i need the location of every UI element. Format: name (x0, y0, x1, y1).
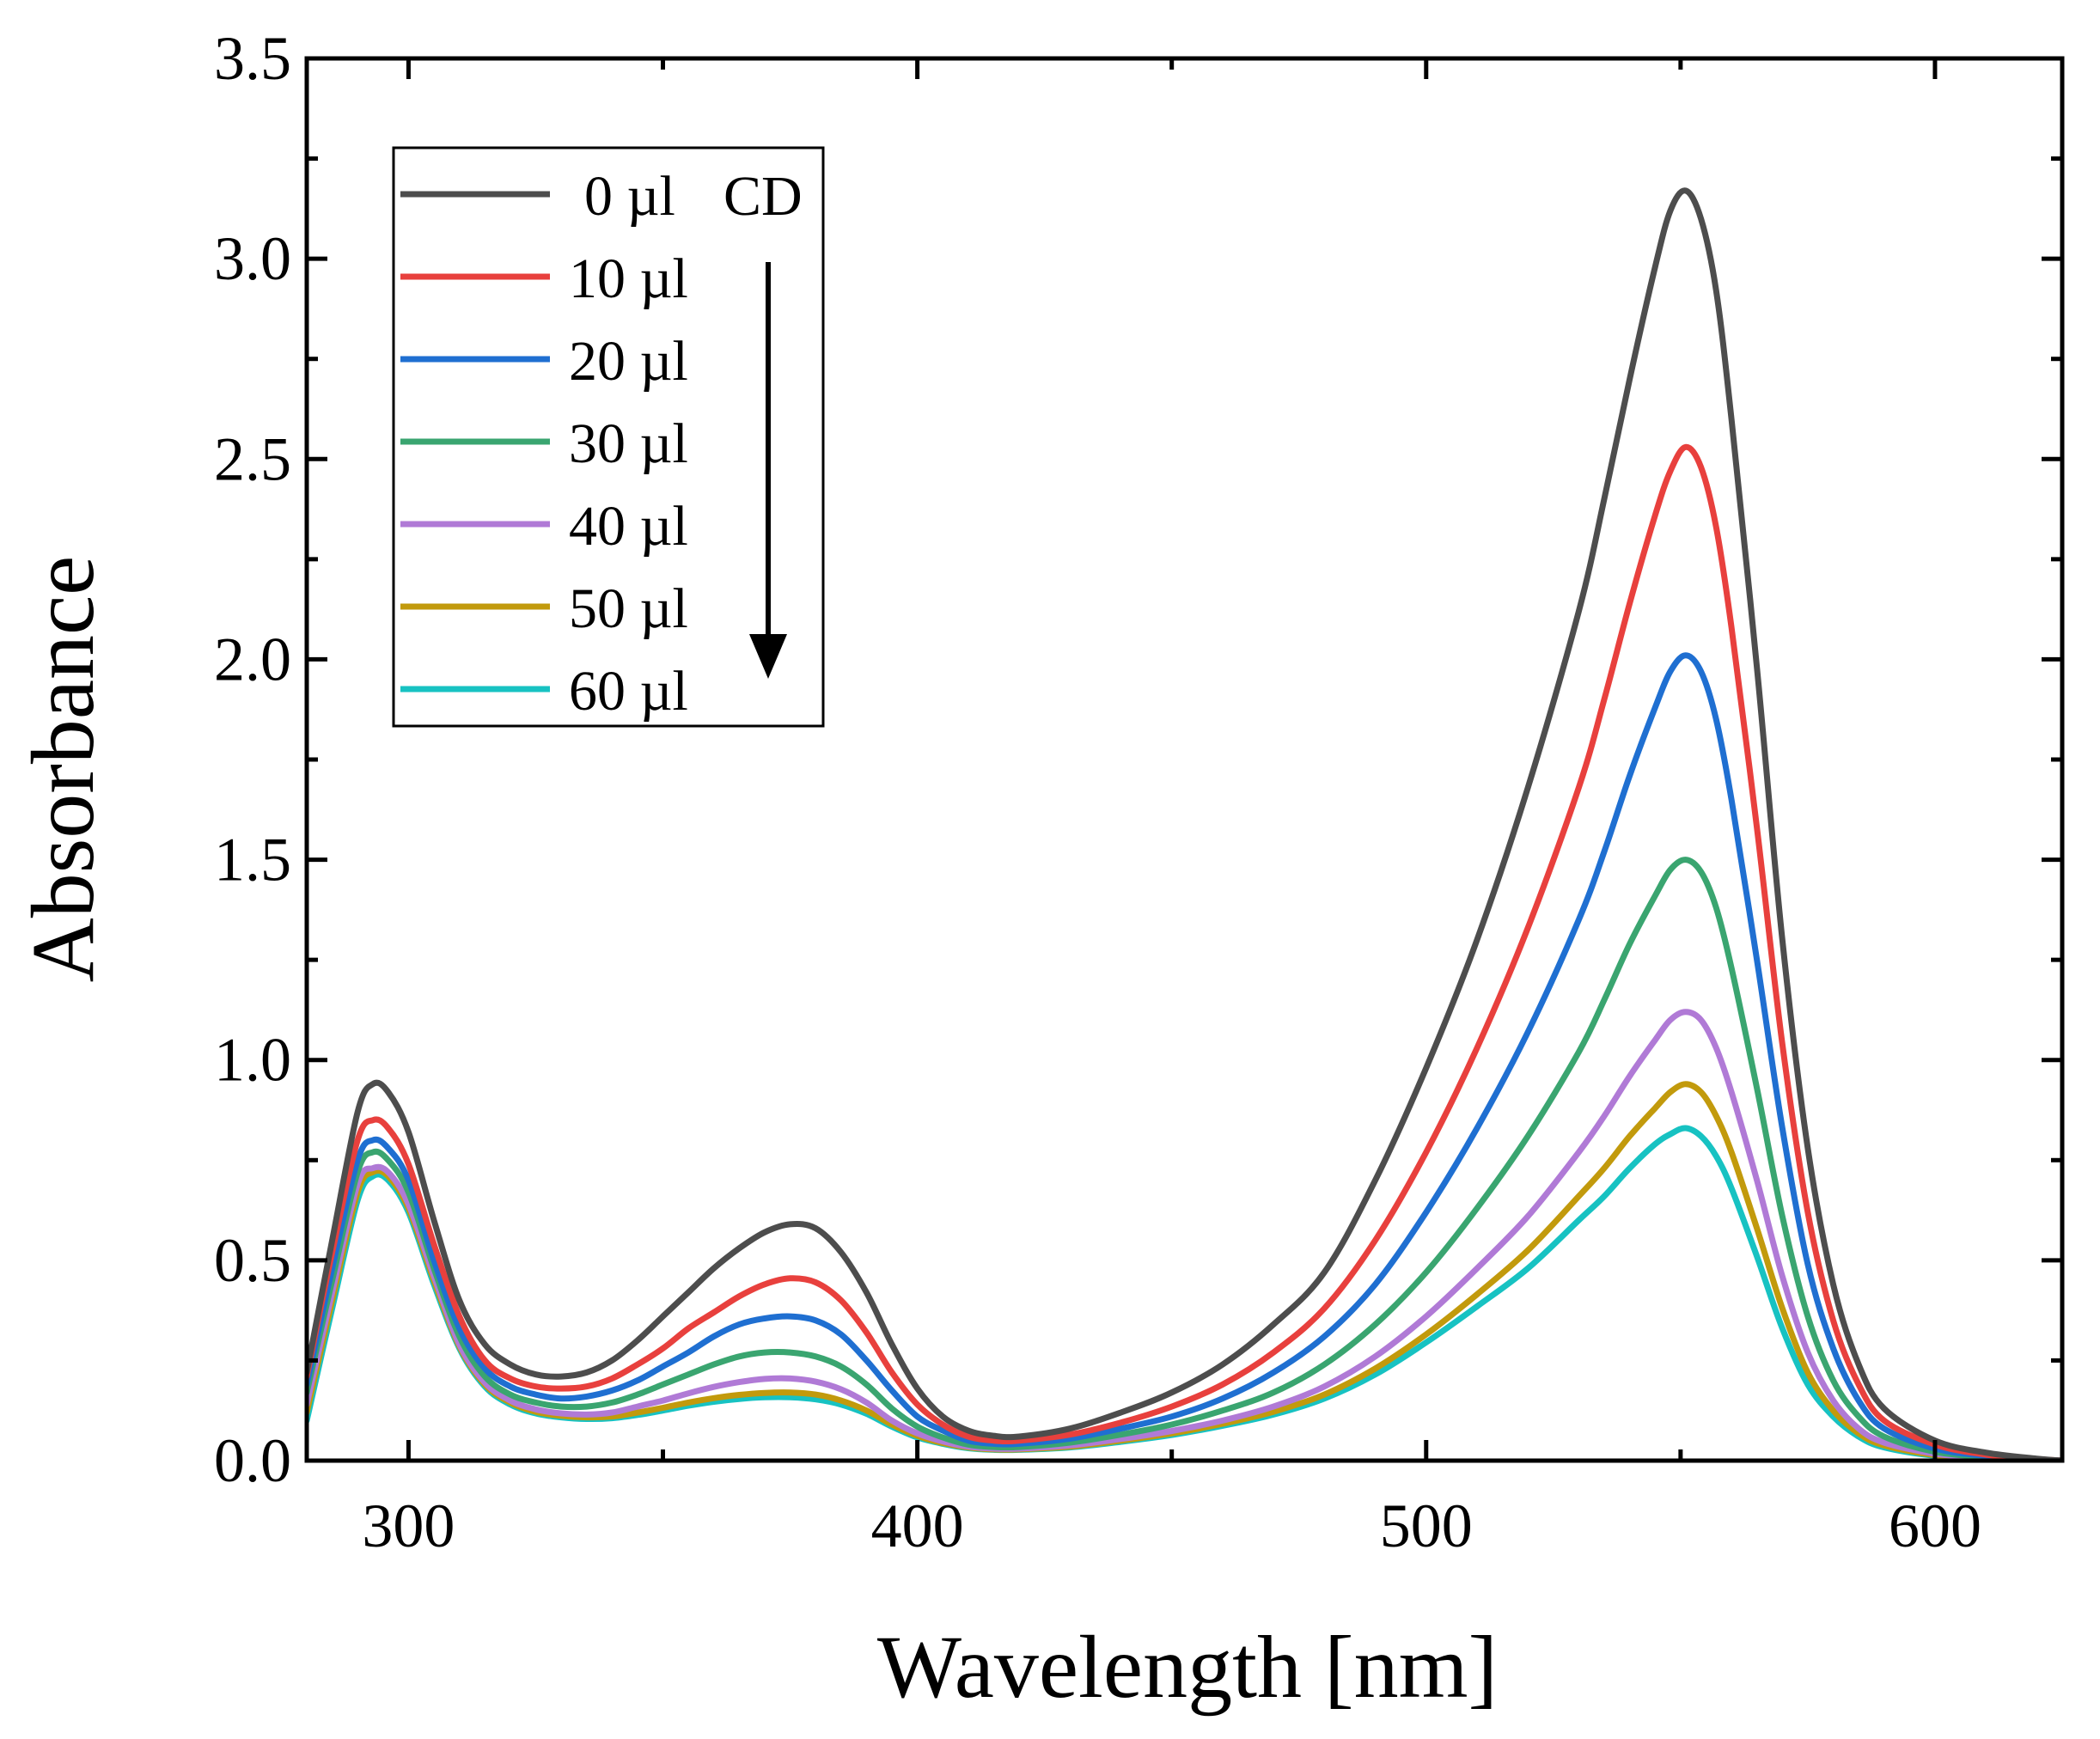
legend-label-3: 30 µl (569, 412, 688, 475)
legend-label-6: 60 µl (569, 660, 688, 723)
legend-label-4: 40 µl (569, 495, 688, 558)
series-line-0 (307, 187, 2062, 1461)
legend-items: 0 µl 10 µl 20 µl 30 µl 40 µl 50 µl 60 µl (400, 165, 688, 723)
series-line-2 (307, 652, 2062, 1461)
y-tick-label: 1.5 (214, 826, 291, 894)
legend: 0 µl 10 µl 20 µl 30 µl 40 µl 50 µl 60 µl CD (392, 146, 825, 728)
axes-layer: 300 400 500 600 0.0 0.5 1.0 1.5 2.0 2.5 3.0 3.5 (214, 24, 2065, 1560)
y-tick-label: 2.0 (214, 625, 291, 693)
x-tick-label: 600 (1889, 1492, 1981, 1560)
y-tick-label: 2.5 (214, 424, 291, 493)
x-tick-label: 400 (871, 1492, 964, 1560)
legend-label-2: 20 µl (569, 330, 688, 393)
y-tick-label: 3.5 (214, 24, 291, 93)
y-axis-title: Absorbance (14, 556, 113, 983)
x-tick-label: 500 (1380, 1492, 1473, 1560)
decrease-arrow-icon (749, 262, 787, 679)
legend-label-5: 50 µl (569, 577, 688, 640)
legend-label-1: 10 µl (569, 247, 688, 310)
series-line-1 (307, 443, 2062, 1461)
y-tick-label: 0.5 (214, 1226, 291, 1295)
y-tick-label: 3.0 (214, 224, 291, 293)
y-tick-label: 0.0 (214, 1426, 291, 1495)
y-tick-label: 1.0 (214, 1026, 291, 1095)
x-axis-title: Wavelength [nm] (877, 1618, 1498, 1717)
x-tick-label: 300 (362, 1492, 455, 1560)
legend-box (392, 146, 825, 728)
legend-cd-label: CD (723, 165, 803, 228)
legend-label-0: 0 µl (584, 165, 675, 228)
series-line-3 (307, 857, 2062, 1461)
series-layer (307, 187, 2062, 1461)
